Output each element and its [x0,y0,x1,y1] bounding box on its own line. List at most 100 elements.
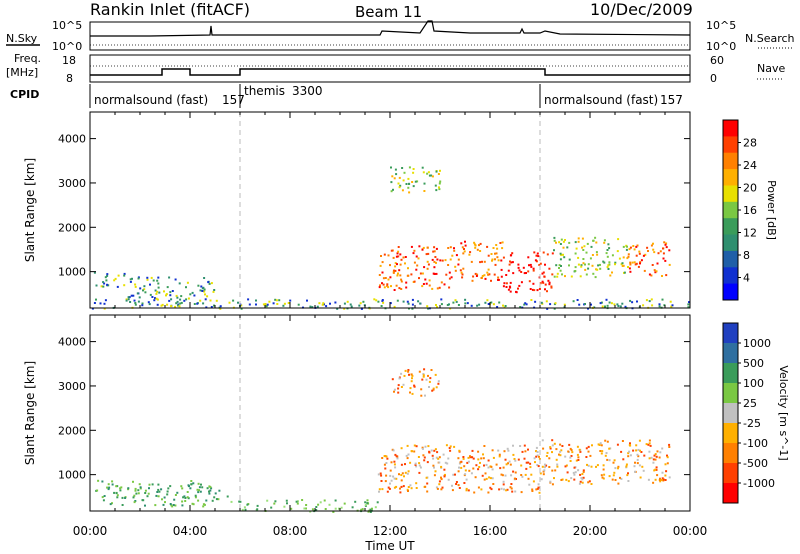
velocity-data-cell [599,450,602,452]
velocity-data-cell [422,375,425,378]
velocity-data-cell [96,489,99,492]
velocity-data-cell [198,489,200,492]
power-data-cell [461,246,464,249]
power-data-cell [531,288,534,291]
power-data-cell [389,302,392,305]
power-data-cell [523,272,526,275]
power-data-cell [433,273,436,275]
power-data-cell [373,298,376,301]
power-colorbar-swatch [723,185,738,203]
velocity-data-cell [230,500,233,503]
power-data-cell [596,253,599,256]
power-data-cell [412,171,415,174]
power-data-cell [530,299,533,301]
velocity-data-cell [473,491,476,494]
velocity-data-cell [443,468,446,471]
velocity-data-cell [659,451,662,454]
nave-tick-top: 60 [710,54,724,67]
velocity-data-cell [477,486,480,489]
power-data-cell [104,276,107,279]
power-data-cell [228,301,231,304]
velocity-data-cell [400,386,403,388]
power-data-cell [399,263,402,266]
velocity-data-cell [121,504,124,506]
power-data-cell [428,284,431,287]
power-data-cell [180,295,183,298]
velocity-data-cell [390,461,393,464]
velocity-data-cell [459,461,462,464]
velocity-data-cell [536,454,539,457]
power-data-cell [134,302,137,304]
power-data-cell [196,302,199,305]
power-data-cell [627,253,630,256]
power-data-cell [394,262,397,265]
velocity-data-cell [666,456,669,459]
velocity-data-cell [407,486,410,488]
power-data-cell [389,276,392,279]
velocity-data-cell [654,478,657,481]
power-data-cell [594,276,597,279]
velocity-data-cell [469,455,471,458]
power-data-cell [587,307,589,310]
power-data-cell [391,175,394,178]
velocity-data-cell [437,382,440,385]
power-data-cell [414,180,417,183]
velocity-data-cell [587,481,590,484]
velocity-data-cell [637,448,640,451]
power-data-cell [582,258,585,260]
power-data-cell [484,301,487,304]
velocity-data-cell [429,377,432,380]
velocity-data-cell [484,472,487,475]
x-axis-title: Time UT [364,539,415,553]
power-data-cell [107,284,110,287]
velocity-data-cell [458,449,461,452]
power-data-cell [665,274,668,277]
velocity-data-cell [514,459,517,462]
power-data-cell [607,268,610,270]
power-data-cell [546,290,548,293]
velocity-data-cell [477,450,480,453]
velocity-data-cell [614,479,617,481]
velocity-data-cell [447,457,450,460]
power-data-cell [334,301,337,304]
velocity-data-cell [540,478,543,481]
power-data-cell [493,273,496,276]
velocity-data-cell [565,478,568,481]
velocity-colorbar-label: Velocity [m s^-1] [777,365,790,460]
velocity-data-cell [395,477,398,480]
power-data-cell [163,290,165,293]
power-data-cell [617,305,620,307]
velocity-data-cell [600,452,603,455]
power-data-cell [397,255,400,258]
velocity-data-cell [120,486,123,489]
power-data-cell [476,248,479,251]
power-data-cell [130,294,133,297]
velocity-data-cell [655,455,658,458]
velocity-data-cell [283,505,286,508]
power-data-cell [668,249,671,252]
power-data-cell [123,284,126,287]
velocity-data-cell [395,485,398,488]
power-data-cell [597,264,600,267]
velocity-data-cell [499,467,502,470]
velocity-data-cell [389,482,391,485]
velocity-data-cell [468,469,471,472]
velocity-data-cell [470,472,473,475]
power-data-cell [154,289,157,292]
power-data-cell [500,268,503,271]
power-data-cell [661,298,664,301]
velocity-data-cell [301,499,304,501]
power-data-cell [662,252,665,255]
power-data-cell [103,302,106,305]
power-data-cell [463,248,465,250]
power-data-cell [255,299,257,302]
velocity-data-cell [640,451,643,453]
velocity-data-cell [567,480,570,483]
power-data-cell [95,298,97,301]
velocity-data-cell [197,491,200,494]
velocity-data-cell [148,487,150,490]
power-data-cell [536,289,539,292]
velocity-data-cell [121,496,124,499]
power-data-cell [555,241,557,244]
